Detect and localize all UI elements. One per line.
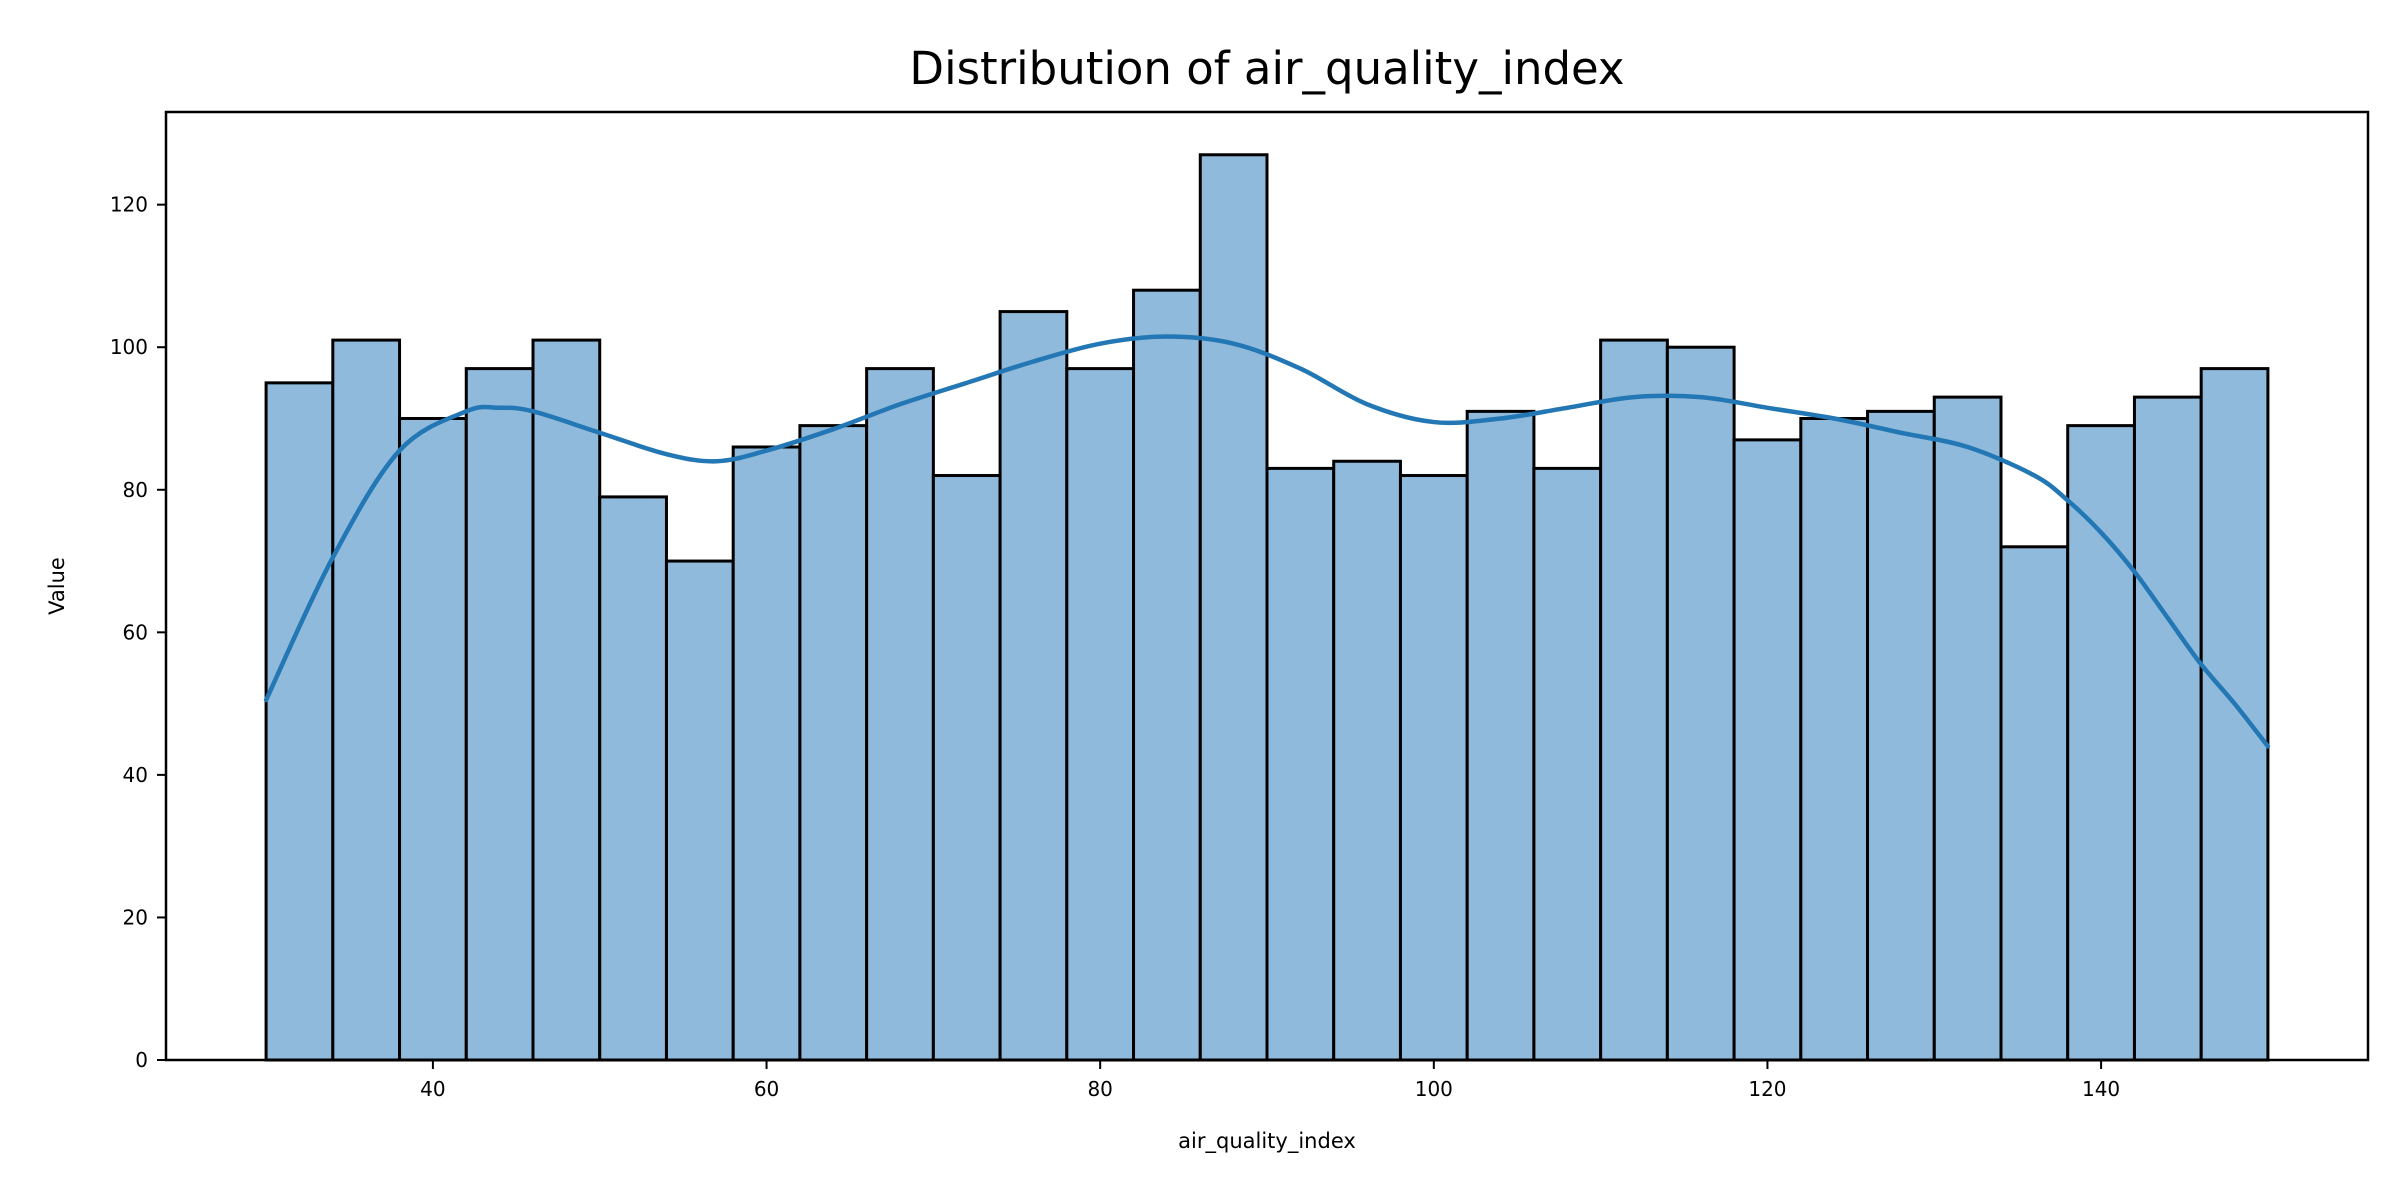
y-tick-label: 20: [123, 905, 148, 929]
y-tick-label: 0: [135, 1048, 148, 1072]
histogram-bar: [531, 338, 602, 1062]
histogram-bar: [1398, 474, 1469, 1062]
y-axis: 0 20 40 60 80 100 120: [110, 193, 166, 1072]
y-tick-label: 80: [123, 478, 148, 502]
x-tick-label: 120: [1748, 1077, 1786, 1101]
histogram-bar: [1332, 459, 1402, 1062]
histogram-bar: [1799, 416, 1870, 1062]
histogram-bar: [664, 559, 735, 1062]
x-tick-label: 60: [754, 1077, 779, 1101]
histogram-bar: [1665, 345, 1736, 1062]
y-tick-label: 40: [123, 763, 148, 787]
plot-frame: [164, 110, 2370, 1062]
histogram-bar: [598, 495, 668, 1062]
histogram-bar: [998, 310, 1069, 1062]
histogram-bar: [1866, 409, 1936, 1062]
histogram-bar: [931, 474, 1002, 1062]
histogram-bar: [1132, 288, 1202, 1062]
histogram-bar: [865, 367, 935, 1062]
y-tick-label: 60: [123, 620, 148, 644]
histogram-bar: [1732, 438, 1803, 1062]
histogram-bar: [1265, 466, 1336, 1062]
histogram-bar: [731, 445, 802, 1062]
y-tick-label: 120: [110, 193, 148, 217]
x-tick-label: 100: [1415, 1077, 1453, 1101]
histogram-bar: [1198, 153, 1269, 1062]
kde-curve: [263, 334, 2271, 749]
histogram-bar: [1999, 545, 2070, 1062]
x-axis-label: air_quality_index: [1178, 1129, 1356, 1154]
x-tick-label: 80: [1087, 1077, 1112, 1101]
y-tick-label: 100: [110, 335, 148, 359]
histogram-bar: [1532, 466, 1603, 1062]
histogram-bar: [464, 367, 535, 1062]
histogram-bar: [331, 338, 402, 1062]
histogram-bar: [1065, 367, 1136, 1062]
chart-title: Distribution of air_quality_index: [909, 42, 1624, 95]
histogram-bar: [798, 424, 869, 1062]
histogram-bar: [1599, 338, 1669, 1062]
x-axis: 40 60 80 100 120 140: [420, 1060, 2120, 1101]
histogram-bar: [1932, 395, 2003, 1062]
y-axis-label: Value: [45, 557, 69, 615]
x-tick-label: 40: [420, 1077, 445, 1101]
histogram-bar: [2199, 367, 2270, 1062]
histogram-bar: [1465, 409, 1536, 1062]
x-tick-label: 140: [2082, 1077, 2120, 1101]
histogram-bar: [2066, 424, 2136, 1062]
histogram-bar: [398, 416, 468, 1062]
bars-group: [264, 153, 2270, 1062]
histogram-bar: [2132, 395, 2203, 1062]
histogram-bar: [264, 381, 335, 1062]
